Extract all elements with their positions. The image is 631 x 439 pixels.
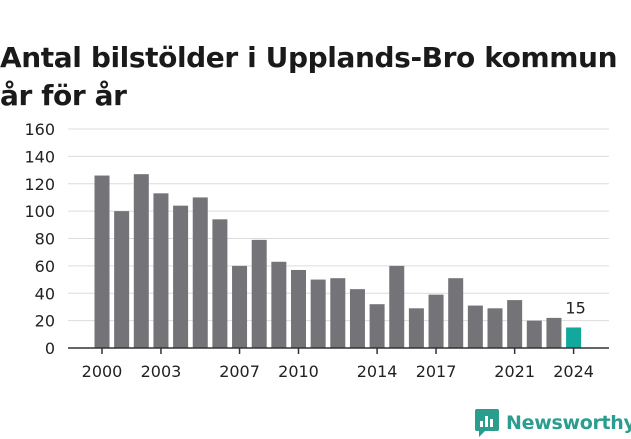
y-tick-label: 120 bbox=[24, 175, 55, 194]
bar-2016 bbox=[408, 308, 424, 348]
bar-2022 bbox=[526, 320, 542, 348]
x-tick-label: 2010 bbox=[278, 362, 319, 381]
x-axis-ticks: 2000 2003 2007 2010 2014 2017 2021 2024 bbox=[82, 348, 594, 381]
chart-title-line-2: år för år bbox=[0, 79, 127, 112]
bar-2011 bbox=[310, 279, 326, 348]
bar-2009 bbox=[271, 261, 287, 348]
bar-2021 bbox=[507, 300, 523, 348]
bar-2005 bbox=[192, 197, 208, 348]
y-tick-label: 40 bbox=[35, 284, 55, 303]
newsworthy-logo-icon bbox=[475, 409, 499, 437]
y-tick-label: 100 bbox=[24, 202, 55, 221]
x-tick-label: 2014 bbox=[357, 362, 398, 381]
x-tick-label: 2003 bbox=[141, 362, 182, 381]
bar-2001 bbox=[114, 211, 130, 348]
data-labels: 15 bbox=[565, 298, 585, 317]
x-tick-label: 2007 bbox=[219, 362, 260, 381]
bar-2007 bbox=[232, 265, 248, 348]
x-tick-label: 2017 bbox=[416, 362, 457, 381]
bar-2017 bbox=[428, 294, 444, 348]
y-tick-label: 140 bbox=[24, 147, 55, 166]
x-tick-label: 2024 bbox=[553, 362, 594, 381]
bars bbox=[94, 174, 582, 348]
data-label-2024: 15 bbox=[565, 298, 585, 317]
bar-2012 bbox=[330, 278, 346, 348]
bar-2024 bbox=[566, 327, 582, 348]
y-tick-label: 0 bbox=[45, 339, 55, 358]
bar-2004 bbox=[173, 205, 189, 348]
bar-2019 bbox=[467, 305, 483, 348]
bar-2020 bbox=[487, 308, 503, 348]
bar-2013 bbox=[349, 289, 365, 348]
bar-2000 bbox=[94, 175, 110, 348]
x-tick-label: 2021 bbox=[494, 362, 535, 381]
chart-title: Antal bilstölder i Upplands-Bro kommun å… bbox=[0, 1, 631, 115]
chart-title-line-1: Antal bilstölder i Upplands-Bro kommun bbox=[0, 41, 618, 74]
y-tick-label: 60 bbox=[35, 257, 55, 276]
bar-2010 bbox=[291, 269, 306, 348]
bar-2002 bbox=[133, 174, 149, 348]
bar-2014 bbox=[369, 304, 385, 348]
brand-name: Newsworthy bbox=[506, 412, 631, 434]
bar-2018 bbox=[448, 278, 464, 348]
y-tick-label: 160 bbox=[24, 120, 55, 139]
bar-2003 bbox=[153, 193, 169, 348]
bar-2015 bbox=[389, 265, 405, 348]
y-axis-ticks: 0 20 40 60 80 100 120 140 160 bbox=[24, 120, 55, 358]
x-tick-label: 2000 bbox=[82, 362, 123, 381]
bar-2006 bbox=[212, 219, 228, 348]
newsworthy-brand: Newsworthy bbox=[474, 408, 631, 438]
y-tick-label: 20 bbox=[35, 312, 55, 331]
bar-2008 bbox=[251, 239, 267, 348]
bar-2023 bbox=[546, 317, 562, 348]
y-tick-label: 80 bbox=[35, 230, 55, 249]
